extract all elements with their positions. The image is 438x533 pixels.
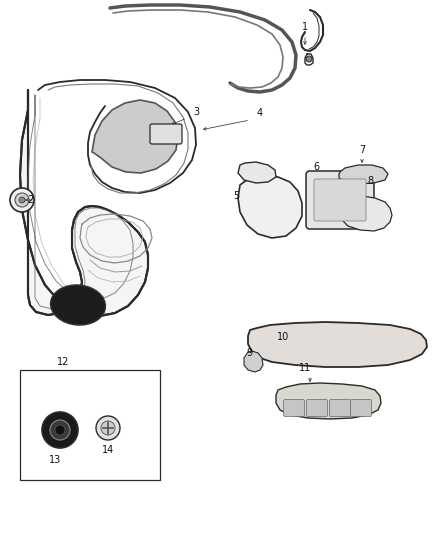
- Ellipse shape: [50, 285, 106, 325]
- FancyBboxPatch shape: [329, 400, 350, 416]
- Text: 2: 2: [27, 195, 33, 205]
- Circle shape: [42, 412, 78, 448]
- Circle shape: [50, 420, 70, 440]
- Polygon shape: [276, 383, 381, 419]
- Polygon shape: [92, 100, 178, 173]
- Text: 6: 6: [313, 162, 319, 172]
- Text: 13: 13: [49, 455, 61, 465]
- FancyBboxPatch shape: [306, 171, 374, 229]
- Circle shape: [101, 421, 115, 435]
- FancyBboxPatch shape: [314, 179, 366, 221]
- Polygon shape: [20, 90, 148, 316]
- Polygon shape: [238, 162, 276, 183]
- FancyBboxPatch shape: [283, 400, 304, 416]
- Text: 1: 1: [302, 22, 308, 32]
- Polygon shape: [238, 175, 302, 238]
- Polygon shape: [339, 165, 388, 184]
- Polygon shape: [338, 196, 392, 231]
- Circle shape: [10, 188, 34, 212]
- Text: 10: 10: [277, 332, 289, 342]
- Circle shape: [55, 425, 65, 435]
- Text: 3: 3: [193, 107, 199, 117]
- Circle shape: [96, 416, 120, 440]
- Text: 11: 11: [299, 363, 311, 373]
- Circle shape: [306, 56, 312, 62]
- Text: 8: 8: [367, 176, 373, 186]
- FancyBboxPatch shape: [307, 400, 328, 416]
- Text: 9: 9: [246, 348, 252, 358]
- Text: 7: 7: [359, 145, 365, 155]
- Text: 5: 5: [233, 191, 239, 201]
- FancyBboxPatch shape: [350, 400, 371, 416]
- Text: 4: 4: [257, 108, 263, 118]
- Text: 14: 14: [102, 445, 114, 455]
- Polygon shape: [248, 322, 427, 367]
- Text: 12: 12: [57, 357, 69, 367]
- Bar: [20, 370, 160, 480]
- Circle shape: [19, 197, 25, 203]
- FancyBboxPatch shape: [150, 124, 182, 144]
- Circle shape: [15, 193, 29, 207]
- Polygon shape: [244, 351, 263, 372]
